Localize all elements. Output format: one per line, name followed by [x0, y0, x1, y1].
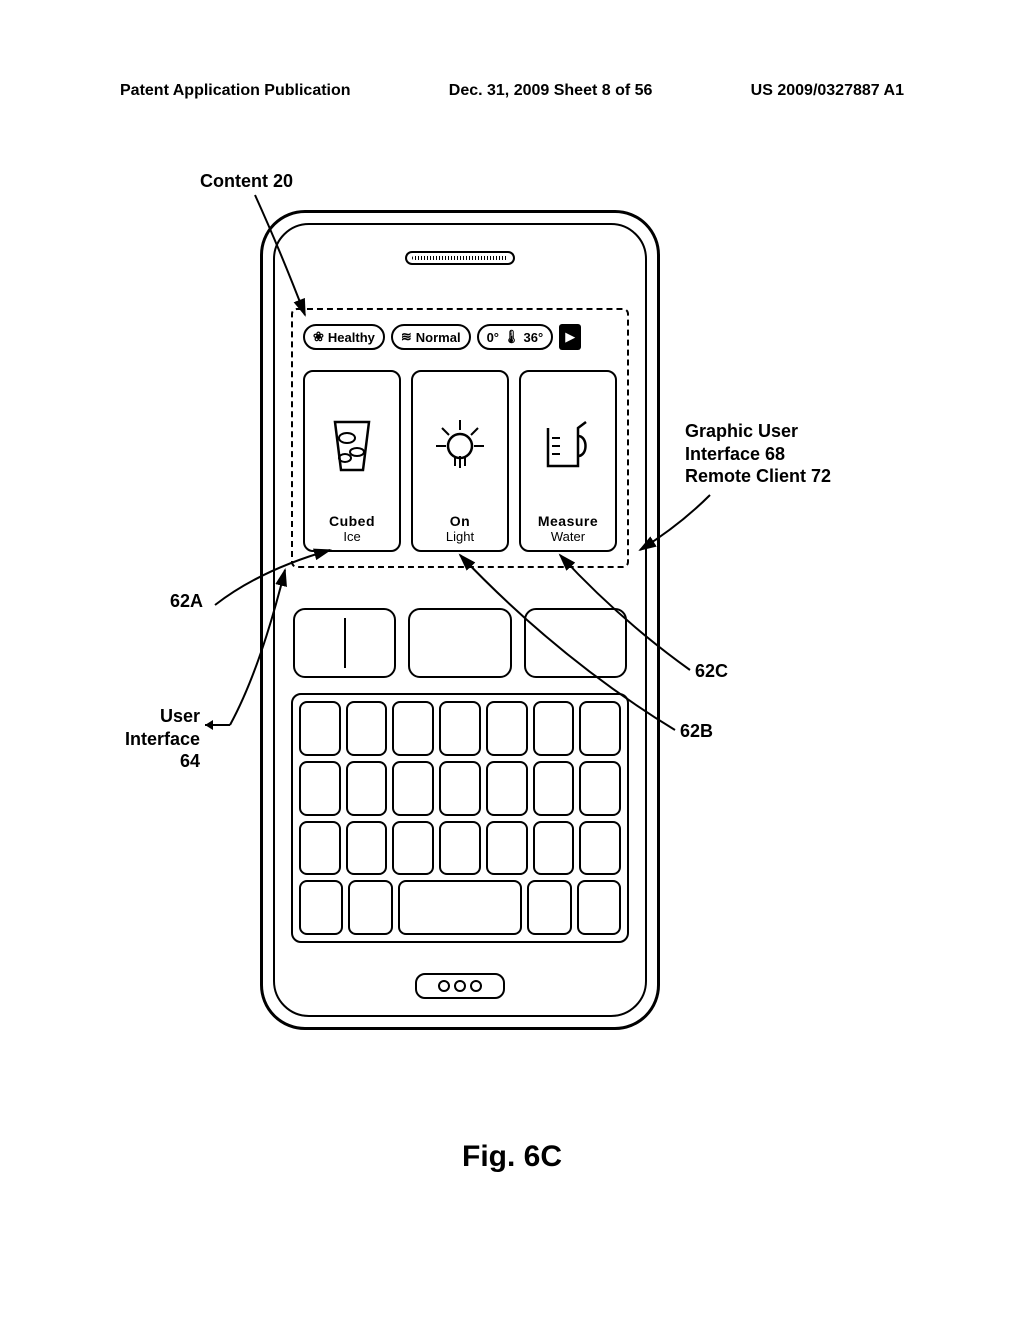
option-light[interactable]: On Light	[411, 370, 509, 552]
label-ui-l3: 64	[115, 750, 200, 773]
key[interactable]	[299, 821, 341, 876]
nav-key-right[interactable]	[524, 608, 627, 678]
key[interactable]	[392, 761, 434, 816]
key[interactable]	[486, 761, 528, 816]
arrow-icon: ▶	[565, 329, 575, 345]
header-right: US 2009/0327887 A1	[751, 82, 904, 100]
label-62a: 62A	[170, 590, 203, 613]
key[interactable]	[533, 821, 575, 876]
label-62b: 62B	[680, 720, 713, 743]
key[interactable]	[579, 821, 621, 876]
page-header: Patent Application Publication Dec. 31, …	[0, 82, 1024, 100]
option-cubed-ice[interactable]: Cubed Ice	[303, 370, 401, 552]
key[interactable]	[527, 880, 571, 935]
label-gui-l2: Interface 68	[685, 443, 831, 466]
keyboard-row-2	[299, 761, 621, 816]
phone-body: ❀ Healthy ≋ Normal 0° 🌡 36° ▶	[260, 210, 660, 1030]
nav-key-left[interactable]	[293, 608, 396, 678]
label-ui: User Interface 64	[115, 705, 200, 773]
key[interactable]	[439, 821, 481, 876]
figure-caption: Fig. 6C	[462, 1140, 562, 1174]
key[interactable]	[579, 701, 621, 756]
option2-line1: On	[450, 513, 470, 529]
key[interactable]	[486, 821, 528, 876]
label-gui: Graphic User Interface 68 Remote Client …	[685, 420, 831, 488]
nav-key-row	[293, 608, 627, 678]
arrow-button[interactable]: ▶	[559, 324, 581, 350]
header-center: Dec. 31, 2009 Sheet 8 of 56	[449, 82, 653, 100]
option3-line2: Water	[551, 529, 585, 544]
key[interactable]	[533, 701, 575, 756]
pill-temp-right: 36°	[524, 330, 544, 345]
figure-diagram: Content 20 Graphic User Interface 68 Rem…	[0, 150, 1024, 1150]
option1-line1: Cubed	[329, 513, 375, 529]
pill-normal[interactable]: ≋ Normal	[391, 324, 471, 350]
key[interactable]	[439, 761, 481, 816]
key[interactable]	[577, 880, 621, 935]
thermometer-icon: 🌡	[503, 329, 520, 345]
key[interactable]	[486, 701, 528, 756]
option3-line1: Measure	[538, 513, 598, 529]
home-dot-icon	[454, 980, 466, 992]
key[interactable]	[392, 701, 434, 756]
label-gui-l3: Remote Client 72	[685, 465, 831, 488]
label-62c: 62C	[695, 660, 728, 683]
header-left: Patent Application Publication	[120, 82, 351, 100]
label-ui-l1: User	[115, 705, 200, 728]
screen: ❀ Healthy ≋ Normal 0° 🌡 36° ▶	[291, 308, 629, 568]
lightbulb-icon	[417, 378, 503, 513]
spacebar-key[interactable]	[398, 880, 523, 935]
leaf-icon: ❀	[313, 329, 324, 345]
pill-temp-left: 0°	[487, 330, 499, 345]
key[interactable]	[392, 821, 434, 876]
key[interactable]	[346, 761, 388, 816]
key[interactable]	[299, 761, 341, 816]
keyboard	[291, 693, 629, 943]
key[interactable]	[346, 821, 388, 876]
key[interactable]	[533, 761, 575, 816]
key[interactable]	[299, 701, 341, 756]
key[interactable]	[439, 701, 481, 756]
nav-key-center[interactable]	[408, 608, 511, 678]
option2-line2: Light	[446, 529, 474, 544]
options-row: Cubed Ice	[303, 370, 617, 552]
keyboard-row-1	[299, 701, 621, 756]
home-button[interactable]	[415, 973, 505, 999]
keyboard-row-3	[299, 821, 621, 876]
label-content: Content 20	[200, 170, 293, 193]
glass-ice-icon	[309, 378, 395, 513]
option-measure-water[interactable]: Measure Water	[519, 370, 617, 552]
earpiece	[405, 251, 515, 265]
pill-temp[interactable]: 0° 🌡 36°	[477, 324, 554, 350]
key[interactable]	[299, 880, 343, 935]
option1-line2: Ice	[343, 529, 360, 544]
pill-healthy[interactable]: ❀ Healthy	[303, 324, 385, 350]
status-row: ❀ Healthy ≋ Normal 0° 🌡 36° ▶	[303, 322, 617, 352]
waves-icon: ≋	[401, 329, 412, 345]
key[interactable]	[346, 701, 388, 756]
measuring-cup-icon	[525, 378, 611, 513]
keyboard-row-4	[299, 880, 621, 935]
pill-normal-label: Normal	[416, 330, 461, 345]
pill-healthy-label: Healthy	[328, 330, 375, 345]
label-gui-l1: Graphic User	[685, 420, 831, 443]
home-dot-icon	[470, 980, 482, 992]
home-dot-icon	[438, 980, 450, 992]
label-ui-l2: Interface	[115, 728, 200, 751]
key[interactable]	[579, 761, 621, 816]
key[interactable]	[348, 880, 392, 935]
